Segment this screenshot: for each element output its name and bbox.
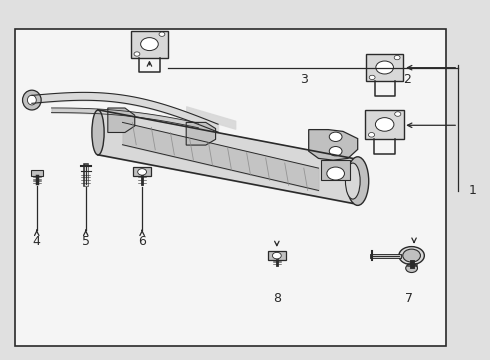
FancyBboxPatch shape: [367, 54, 403, 81]
Polygon shape: [321, 160, 350, 180]
Polygon shape: [309, 130, 358, 160]
Ellipse shape: [27, 95, 36, 105]
Circle shape: [134, 52, 140, 56]
Circle shape: [376, 61, 393, 74]
Text: 4: 4: [33, 235, 41, 248]
Circle shape: [141, 37, 158, 51]
FancyBboxPatch shape: [133, 167, 151, 176]
Text: 5: 5: [82, 235, 90, 248]
FancyBboxPatch shape: [268, 251, 286, 260]
Circle shape: [327, 167, 344, 180]
FancyBboxPatch shape: [31, 170, 43, 176]
Text: 7: 7: [405, 292, 413, 305]
Circle shape: [272, 252, 281, 259]
Circle shape: [138, 168, 147, 175]
FancyBboxPatch shape: [15, 29, 446, 346]
Circle shape: [159, 32, 165, 36]
Circle shape: [403, 249, 420, 262]
Ellipse shape: [347, 157, 368, 205]
Text: 1: 1: [469, 184, 477, 197]
Ellipse shape: [345, 163, 360, 199]
Text: 3: 3: [300, 73, 308, 86]
Circle shape: [394, 55, 400, 60]
Ellipse shape: [399, 247, 424, 265]
FancyBboxPatch shape: [366, 110, 404, 139]
Text: 2: 2: [403, 73, 411, 86]
Circle shape: [375, 118, 394, 131]
FancyBboxPatch shape: [131, 31, 168, 58]
Polygon shape: [186, 122, 216, 145]
Ellipse shape: [23, 90, 41, 110]
Text: 6: 6: [138, 235, 146, 248]
Circle shape: [329, 147, 342, 156]
Ellipse shape: [92, 110, 104, 155]
Text: 8: 8: [273, 292, 281, 305]
Circle shape: [368, 132, 375, 137]
Circle shape: [329, 132, 342, 141]
Circle shape: [394, 112, 401, 116]
Circle shape: [369, 75, 375, 80]
Circle shape: [406, 264, 417, 273]
Polygon shape: [108, 108, 135, 132]
